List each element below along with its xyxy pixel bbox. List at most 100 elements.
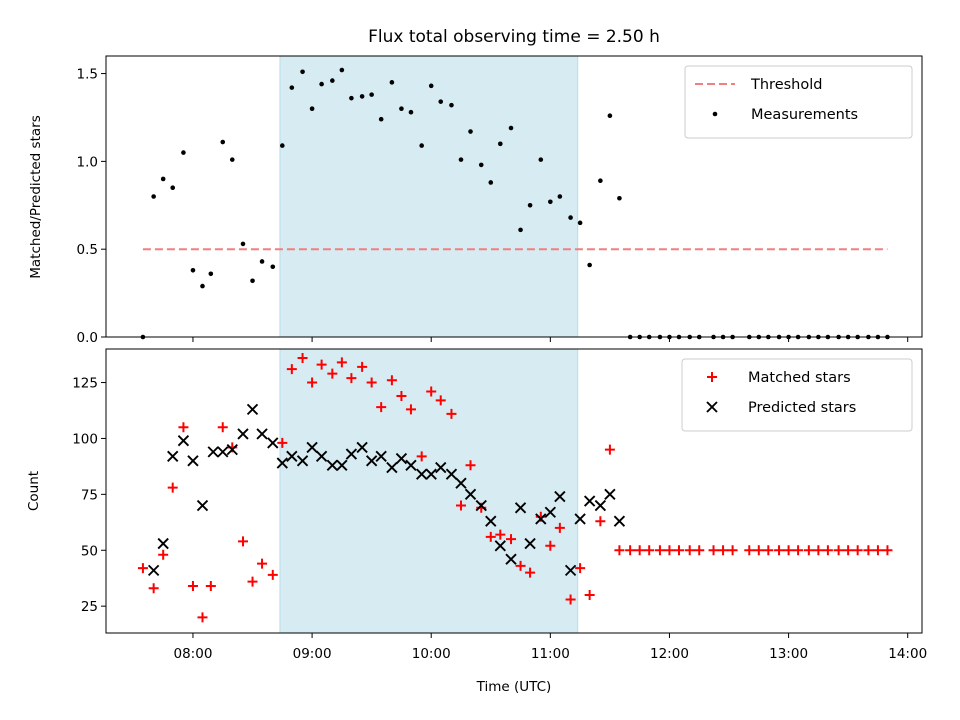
matched-star-point [554,522,565,533]
matched-star-point [426,386,437,397]
predicted-star-point [405,459,417,471]
matched-star-point [595,516,606,527]
matched-star-point [205,581,216,592]
matched-star-point [584,589,595,600]
matched-star-point [684,545,695,556]
matched-star-point [644,545,655,556]
measurement-point [399,106,404,111]
matched-star-point [727,545,738,556]
predicted-star-point [167,450,179,463]
matched-star-point [158,549,169,560]
bottom-x-tick-label: 12:00 [650,646,689,662]
matched-star-point [604,444,615,455]
bottom-x-tick-label: 10:00 [412,646,451,662]
matched-star-point [872,545,883,556]
measurement-point [300,69,305,75]
measurement-point [160,176,166,182]
top-panel: 0.0 0.5 1.0 1.5 Threshold Measurements [77,55,923,346]
matched-star-point [803,545,814,556]
measurement-point [378,116,384,122]
matched-star-point [167,482,178,493]
matched-star-point [783,545,794,556]
matched-star-point [286,364,297,375]
measurement-point [229,157,235,162]
legend-label: Matched stars [748,370,851,386]
predicted-star-point [207,446,219,458]
measurement-point [330,78,335,83]
predicted-star-point [613,515,626,527]
predicted-star-point [386,461,398,474]
predicted-star-point [177,435,190,447]
predicted-star-point [315,450,328,463]
measurement-point [289,85,295,90]
bottom-x-tick-label: 09:00 [293,646,332,662]
bottom-panel: 25 50 75 100 125 08:00 09:00 10:00 11:00 12:00 13:… [72,348,927,662]
predicted-star-point [574,513,586,525]
measurement-point [369,92,374,97]
predicted-star-point [246,403,259,416]
bottom-y-tick-label: 50 [81,543,98,559]
measurement-point [200,283,205,289]
measurement-point [190,267,196,273]
matched-star-point [793,545,804,556]
predicted-star-point [395,452,408,465]
measurement-point [538,157,544,162]
measurement-point [339,67,345,73]
predicted-star-point [336,459,348,471]
bottom-y-tick-label: 125 [72,376,98,392]
matched-star-point [148,583,159,594]
matched-star-point [465,460,476,471]
predicted-star-point [535,513,547,525]
matched-star-point [386,375,397,386]
measurement-point [359,94,365,99]
matched-star-point [822,545,833,556]
measurement-point [389,80,395,85]
legend-label: Threshold [750,77,822,93]
matched-star-point [178,422,189,433]
matched-star-point [882,545,893,556]
matched-star-point [297,352,308,363]
matched-star-point [708,545,719,556]
measurement-point [607,113,613,119]
bottom-series-predicted-stars [147,403,626,577]
measurement-point [598,178,603,183]
matched-star-point [197,612,208,623]
predicted-star-point [267,437,279,449]
matched-star-point [575,563,586,574]
measurement-point [438,99,444,104]
matched-star-point [664,545,675,556]
matched-star-point [694,545,705,556]
matched-star-point [396,390,407,401]
matched-star-point [257,558,268,569]
chart-title: Flux total observing time = 2.50 h [368,27,660,47]
matched-star-point [833,545,844,556]
predicted-star-point [505,553,517,565]
predicted-star-point [435,461,447,474]
predicted-star-point [296,455,309,467]
matched-star-point [237,536,248,547]
matched-star-point [843,545,854,556]
matched-star-point [753,545,764,556]
matched-star-point [614,545,625,556]
bottom-legend: Matched stars Predicted stars [681,358,913,432]
measurement-point [181,150,186,155]
predicted-star-point [326,459,339,471]
predicted-star-point [256,428,268,440]
matched-star-point [744,545,755,556]
matched-star-point [545,540,556,551]
bottom-y-tick-label: 100 [72,431,98,447]
measurement-point [548,199,553,205]
measurement-point [250,278,255,284]
measurement-point [428,83,434,89]
predicted-star-point [416,468,428,480]
bottom-observing-window [279,348,579,634]
predicted-star-point [276,457,288,469]
matched-star-point [718,545,729,556]
matched-star-point [654,545,665,556]
measurement-point [208,271,214,277]
measurement-point [498,141,503,147]
top-y-tick-label: 1.5 [77,67,98,83]
measurement-point [527,202,533,208]
measurement-point [280,143,285,148]
